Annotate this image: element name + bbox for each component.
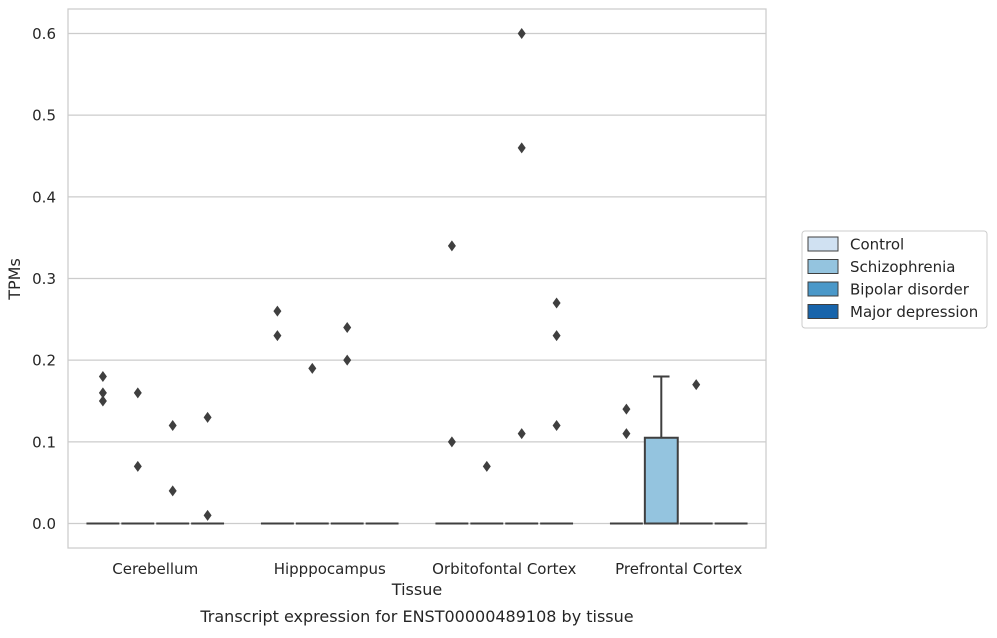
gridlines	[68, 32, 766, 525]
x-tick-label: Orbitofontal Cortex	[432, 560, 576, 578]
outlier-point	[552, 420, 561, 431]
outlier-point	[168, 420, 177, 431]
outlier-point	[343, 322, 352, 333]
x-tick-label: Hipppocampus	[274, 560, 386, 578]
outlier-point	[552, 297, 561, 309]
outliers	[98, 28, 701, 521]
legend-swatch	[807, 281, 839, 297]
x-axis-label: Tissue	[391, 580, 442, 599]
outlier-point	[622, 428, 631, 440]
boxes	[86, 375, 748, 525]
outlier-point	[168, 485, 177, 497]
y-axis-ticks: 0.0 0.1 0.2 0.3 0.4 0.5 0.6	[32, 25, 56, 533]
legend-label: Control	[850, 236, 904, 254]
legend-swatch	[807, 236, 839, 252]
outlier-point	[273, 305, 282, 317]
x-tick-label: Prefrontal Cortex	[615, 560, 742, 578]
legend-frame	[801, 230, 988, 329]
y-tick-label: 0.3	[32, 270, 56, 288]
legend-swatch	[807, 304, 839, 319]
outlier-point	[622, 403, 631, 415]
plot-frame	[67, 8, 767, 549]
outlier-point	[517, 142, 526, 154]
y-tick-label: 0.0	[32, 515, 56, 533]
y-tick-label: 0.6	[32, 25, 56, 43]
legend-item-schizophrenia: Schizophrenia	[807, 258, 955, 276]
outlier-point	[447, 436, 456, 448]
outlier-point	[482, 460, 491, 472]
legend-label: Bipolar disorder	[850, 281, 970, 299]
outlier-point	[98, 387, 107, 399]
legend-item-major-depression: Major depression	[807, 303, 978, 321]
box-prefrontal-cortex-schizophrenia	[643, 375, 679, 525]
outlier-point	[98, 395, 107, 407]
outlier-point	[133, 387, 142, 399]
legend-label: Major depression	[850, 303, 978, 321]
legend: Control Schizophrenia Bipolar disorder Majo…	[801, 230, 988, 329]
outlier-point	[343, 354, 352, 366]
legend-item-control: Control	[807, 236, 904, 254]
outlier-point	[552, 330, 561, 342]
outlier-point	[133, 460, 142, 472]
outlier-point	[203, 509, 212, 521]
outlier-point	[98, 371, 107, 382]
y-tick-label: 0.1	[32, 433, 56, 451]
legend-label: Schizophrenia	[850, 258, 955, 276]
y-tick-label: 0.5	[32, 107, 56, 125]
legend-item-bipolar-disorder: Bipolar disorder	[807, 281, 970, 299]
legend-swatch	[807, 259, 839, 274]
y-tick-label: 0.2	[32, 352, 56, 370]
outlier-point	[203, 411, 212, 423]
outlier-point	[273, 330, 282, 342]
x-tick-label: Cerebellum	[112, 560, 198, 578]
outlier-point	[517, 428, 526, 440]
y-axis-label: TPMs	[5, 258, 24, 301]
outlier-point	[692, 379, 701, 391]
outlier-point	[517, 28, 526, 39]
outlier-point	[447, 240, 456, 252]
chart-title: Transcript expression for ENST0000048910…	[199, 607, 633, 626]
y-tick-label: 0.4	[32, 188, 56, 206]
box-body	[643, 436, 679, 525]
x-axis-ticks: Cerebellum Hipppocampus Orbitofontal Corte…	[112, 560, 742, 578]
outlier-point	[308, 362, 317, 374]
